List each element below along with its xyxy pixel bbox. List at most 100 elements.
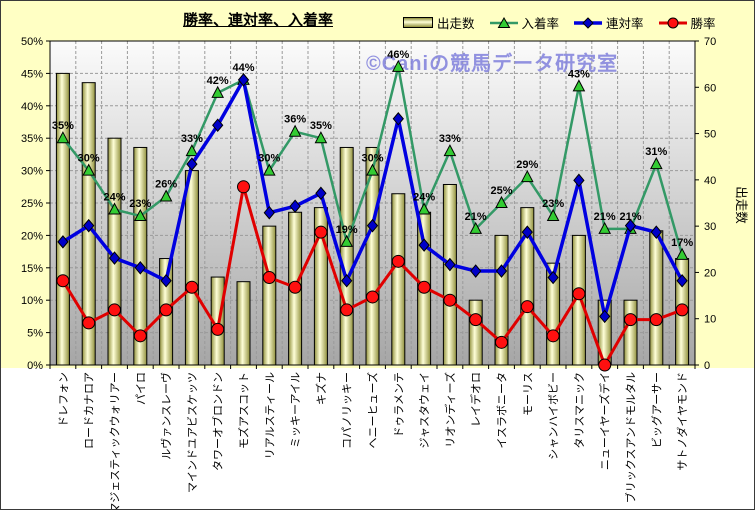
circle-marker xyxy=(572,287,586,301)
data-label: 21% xyxy=(465,211,487,223)
circle-marker xyxy=(262,271,276,285)
bar-starts xyxy=(649,230,664,366)
circle-marker xyxy=(391,254,405,268)
circle-marker xyxy=(340,303,354,317)
x-axis-category-label: ブリックスアンドモルタル xyxy=(624,372,638,503)
triangle-marker xyxy=(314,131,328,144)
data-label: 46% xyxy=(387,49,409,61)
diamond-marker xyxy=(108,251,121,265)
triangle-marker xyxy=(288,124,302,137)
diamond-marker xyxy=(495,264,508,278)
bar-starts xyxy=(184,170,199,366)
x-axis-category-label: イスラボニータ xyxy=(496,372,509,449)
x-axis-category-label: サトノダイヤモンド xyxy=(675,372,689,471)
left-axis-tick-label: 35% xyxy=(21,133,43,145)
x-axis-category-label: ヘニーヒューズ xyxy=(366,372,380,448)
diamond-marker xyxy=(83,218,95,233)
triangle-marker xyxy=(520,170,534,183)
diamond-marker xyxy=(289,199,301,214)
left-axis-tick-label: 45% xyxy=(21,68,43,80)
triangle-marker xyxy=(82,163,96,176)
circle-marker xyxy=(546,329,560,343)
circle-marker xyxy=(56,274,70,288)
diamond-marker xyxy=(315,186,327,201)
x-axis-category-label: リアルスティール xyxy=(264,372,276,459)
data-label: 23% xyxy=(129,198,151,210)
triangle-marker xyxy=(108,202,121,215)
circle-marker xyxy=(159,303,173,317)
right-axis-tick-label: 50 xyxy=(704,129,716,141)
diamond-marker xyxy=(547,270,559,285)
x-axis-category-label: タワーオブロンドン xyxy=(211,372,225,471)
data-label: 21% xyxy=(594,211,616,223)
x-axis-category-label: タリスマニック xyxy=(573,372,586,449)
x-axis-category-label: マジェスティックウォリアー xyxy=(109,372,122,510)
triangle-marker xyxy=(598,221,612,234)
circle-marker xyxy=(495,335,508,349)
bar-starts xyxy=(391,193,406,366)
legend-label-quinella-rate: 連対率 xyxy=(606,17,644,31)
legend-label-starts: 出走数 xyxy=(437,17,475,31)
circle-marker xyxy=(598,358,612,372)
legend-item-win-rate: 勝率 xyxy=(658,13,716,32)
right-axis-tick-label: 40 xyxy=(704,175,716,187)
circle-marker xyxy=(417,280,431,294)
left-axis-tick-label: 20% xyxy=(21,230,43,242)
triangle-marker xyxy=(159,189,173,202)
diamond-marker xyxy=(212,118,224,133)
legend-item-quinella-rate: 連対率 xyxy=(574,13,644,32)
data-label: 36% xyxy=(284,114,306,126)
right-axis-tick-label: 60 xyxy=(704,82,716,94)
circle-marker xyxy=(211,322,225,336)
data-label: 23% xyxy=(542,198,564,210)
right-axis-tick-label: 70 xyxy=(704,36,716,48)
triangle-marker xyxy=(185,144,199,157)
diamond-marker xyxy=(160,273,172,288)
bar-starts xyxy=(623,299,638,366)
right-axis-title: 出走数 xyxy=(734,186,749,224)
x-axis-category-label: ビッグアーサー xyxy=(649,372,663,448)
bar-starts xyxy=(55,72,70,366)
diamond-marker xyxy=(341,273,353,288)
x-axis-category-label: キズナ xyxy=(314,372,328,405)
circle-marker xyxy=(366,290,379,304)
diamond-marker xyxy=(237,73,250,87)
x-axis-category-label: ミッキーアイル xyxy=(290,372,302,448)
triangle-marker xyxy=(495,195,508,208)
x-axis-category-label: リオンディーズ xyxy=(443,372,457,448)
x-axis-category-label: パイロ xyxy=(134,372,147,405)
diamond-marker xyxy=(676,273,688,288)
data-label: 42% xyxy=(207,75,229,87)
circle-marker xyxy=(185,280,199,294)
data-label: 30% xyxy=(78,153,100,165)
circle-marker xyxy=(82,316,96,330)
left-axis-tick-label: 30% xyxy=(21,166,43,178)
triangle-marker xyxy=(340,234,354,247)
x-axis-category-label: ドゥラメンテ xyxy=(393,372,405,438)
data-label: 24% xyxy=(413,191,435,203)
circle-marker xyxy=(133,329,147,343)
left-axis-tick-label: 50% xyxy=(21,36,43,48)
right-axis-tick-label: 30 xyxy=(704,221,716,233)
diamond-marker xyxy=(57,235,69,249)
bar-swatch-icon xyxy=(403,17,433,28)
legend: 出走数 入着率 連対率 勝率 xyxy=(403,13,716,32)
circle-marker xyxy=(108,303,121,317)
diamond-marker xyxy=(186,157,198,171)
bar-starts xyxy=(236,281,251,366)
diamond-marker xyxy=(470,264,482,278)
x-axis-category-label: ニューイヤーズデイ xyxy=(598,372,612,470)
data-label: 19% xyxy=(336,224,358,236)
bar-starts xyxy=(262,225,277,366)
left-axis-tick-label: 40% xyxy=(21,101,43,113)
x-axis-category-label: ルヴァンスレーヴ xyxy=(159,372,173,460)
watermark: ©Caniの競馬データ研究室 xyxy=(366,51,618,75)
bar-starts xyxy=(468,299,483,366)
diamond-marker xyxy=(521,225,533,239)
legend-label-place-rate: 入着率 xyxy=(521,17,560,31)
diamond-marker xyxy=(444,257,456,272)
x-axis-category-label: シャンハイボビー xyxy=(547,372,560,460)
x-axis-category-label: マインドユアビスケッツ xyxy=(186,372,199,493)
left-axis-tick-label: 25% xyxy=(21,198,43,210)
left-axis-tick-label: 5% xyxy=(27,328,43,340)
